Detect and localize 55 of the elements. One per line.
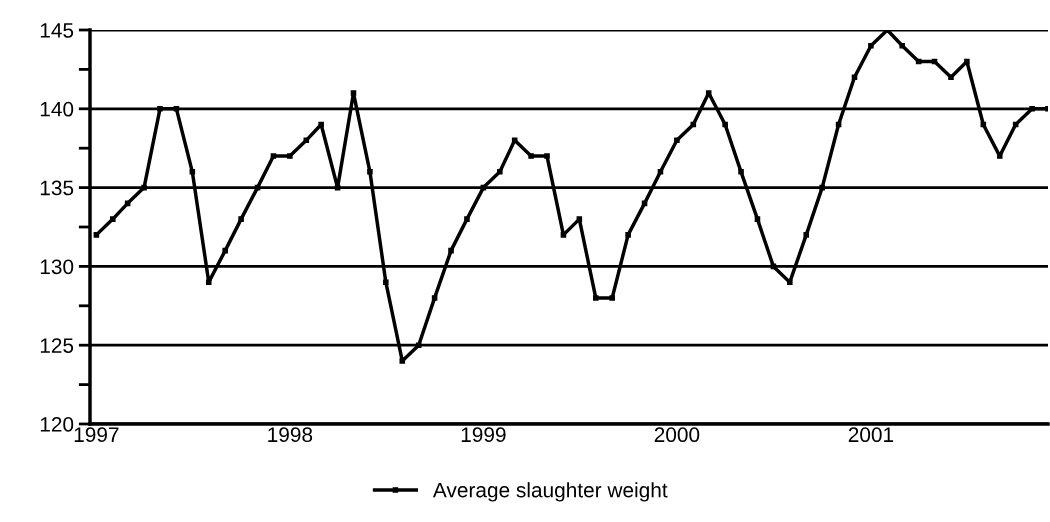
point: [544, 153, 550, 159]
x-tick-label: 1998: [268, 427, 313, 443]
point: [238, 216, 244, 222]
point: [431, 295, 438, 301]
point: [367, 169, 373, 175]
point: [576, 216, 583, 222]
point: [318, 121, 324, 128]
point: [205, 279, 212, 285]
point: [609, 295, 615, 301]
point: [383, 279, 389, 285]
y-tick-label: 130: [40, 259, 74, 275]
point: [222, 247, 228, 254]
x-tick-label: 2001: [848, 427, 894, 443]
point: [528, 153, 534, 159]
point: [189, 169, 196, 175]
point: [948, 74, 954, 81]
x-tick-label: 1999: [461, 427, 506, 443]
point: [996, 153, 1003, 159]
legend-label: Average slaughter weight: [432, 482, 668, 502]
point: [803, 232, 810, 238]
point: [287, 153, 293, 159]
point: [899, 42, 905, 49]
point: [157, 106, 163, 112]
point: [787, 279, 793, 285]
point: [738, 169, 744, 175]
point: [141, 184, 147, 191]
point: [754, 216, 761, 222]
y-tick-label: 145: [40, 23, 74, 38]
point: [657, 169, 664, 175]
point: [819, 184, 825, 191]
point: [705, 90, 712, 96]
x-tick-label: 1997: [74, 427, 119, 443]
point: [399, 358, 406, 364]
point: [464, 216, 470, 222]
point: [110, 216, 116, 222]
point: [722, 121, 728, 128]
x-tick-label: 2000: [654, 427, 700, 443]
point: [173, 106, 180, 112]
point: [560, 232, 567, 238]
point: [415, 342, 422, 348]
point: [350, 90, 357, 96]
point: [868, 42, 874, 49]
point: [674, 137, 680, 144]
point: [497, 169, 503, 175]
y-tick-label: 125: [40, 338, 74, 353]
point: [448, 247, 454, 254]
point: [592, 295, 599, 301]
point: [625, 232, 631, 238]
point: [964, 58, 970, 65]
y-tick-label: 120: [40, 417, 74, 432]
y-tick-label: 140: [40, 101, 74, 117]
point: [270, 153, 277, 159]
point: [1029, 106, 1035, 112]
point: [93, 232, 100, 238]
y-tick-label: 135: [40, 180, 74, 196]
